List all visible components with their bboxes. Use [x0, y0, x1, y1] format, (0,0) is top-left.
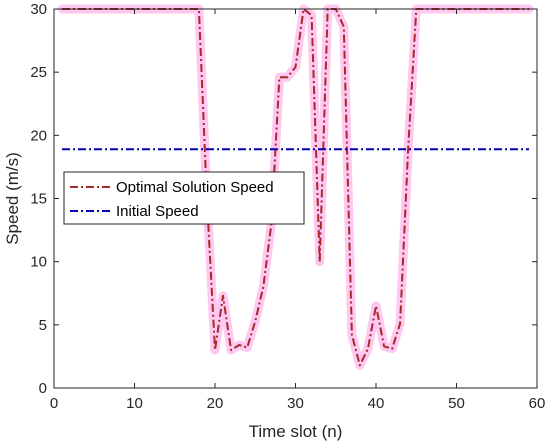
y-tick-label: 20 — [30, 127, 47, 144]
y-tick-label: 0 — [39, 380, 47, 397]
x-tick-label: 50 — [448, 395, 465, 412]
x-tick-label: 40 — [368, 395, 385, 412]
legend-entry-initial-speed: Initial Speed — [116, 203, 199, 220]
x-tick-label: 60 — [529, 395, 546, 412]
y-tick-label: 10 — [30, 254, 47, 271]
y-tick-label: 5 — [39, 317, 47, 334]
ticks-layer: 0 10 20 30 40 50 60 0 5 10 15 20 25 30 — [30, 1, 545, 412]
legend: Optimal Solution Speed Initial Speed — [63, 171, 305, 225]
legend-entry-optimal-solution-speed: Optimal Solution Speed — [116, 179, 274, 196]
y-axis-label: Speed (m/s) — [3, 152, 22, 245]
x-tick-label: 20 — [207, 395, 224, 412]
y-tick-label: 30 — [30, 1, 47, 18]
y-tick-label: 15 — [30, 191, 47, 208]
x-tick-label: 10 — [126, 395, 143, 412]
y-tick-label: 25 — [30, 64, 47, 81]
x-tick-label: 0 — [50, 395, 58, 412]
x-axis-label: Time slot (n) — [249, 422, 343, 441]
legend-box — [63, 171, 305, 225]
x-tick-label: 30 — [287, 395, 304, 412]
